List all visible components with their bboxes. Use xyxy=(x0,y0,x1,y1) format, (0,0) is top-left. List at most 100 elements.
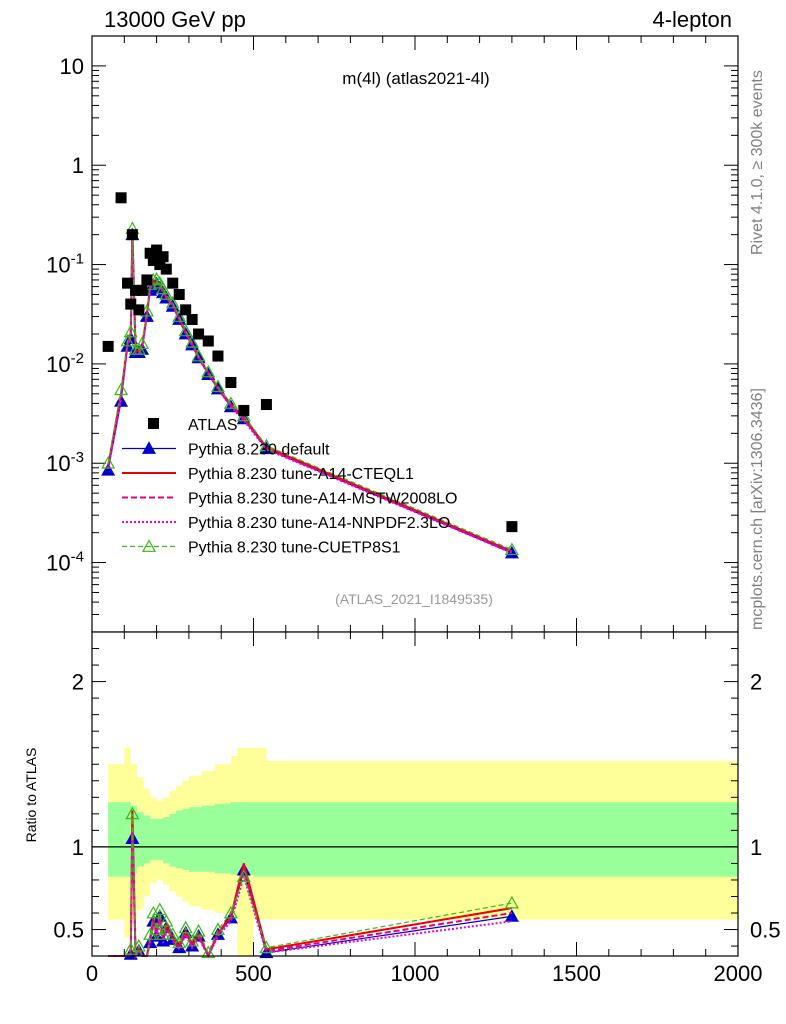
series-point-cuetp8s1 xyxy=(114,382,129,396)
legend-label: Pythia 8.230 tune-A14-CTEQL1 xyxy=(188,466,414,483)
series-point-cuetp8s1 xyxy=(504,542,519,556)
data-point xyxy=(122,277,134,289)
x-tick-label: 1000 xyxy=(391,961,440,986)
data-point xyxy=(506,521,518,533)
data-point xyxy=(125,298,137,310)
rivet-label: Rivet 4.1.0, ≥ 300k events xyxy=(749,70,766,255)
series-point-cuetp8s1 xyxy=(101,456,116,469)
series-point-cuetp8s1 xyxy=(201,364,216,378)
series-point-cuetp8s1 xyxy=(191,348,206,362)
header-right: 4-lepton xyxy=(652,7,732,32)
series-point-cuetp8s1 xyxy=(185,335,200,348)
series-point-cuetp8s1 xyxy=(135,336,150,350)
ratio-y-tick-label-right: 2 xyxy=(750,670,762,695)
ratio-point-cuetp8s1 xyxy=(223,905,238,919)
legend-marker-cuetp8s1 xyxy=(141,539,157,552)
legend-label: Pythia 8.230 tune-A14-NNPDF2.3LO xyxy=(188,515,450,532)
ratio-panel: 0.5 0.5 1 1 2 2 0 500 1000 1500 2000 xyxy=(53,631,781,986)
data-point xyxy=(126,229,138,241)
series-point-cuetp8s1 xyxy=(172,309,187,322)
ratio-y-label: Ratio to ATLAS xyxy=(23,748,39,843)
ratio-y-tick-label: 1 xyxy=(72,835,84,860)
series-point-cuetp8s1 xyxy=(259,438,274,452)
series-point-cuetp8s1 xyxy=(178,323,193,337)
legend-label: Pythia 8.230 tune-CUETP8S1 xyxy=(188,540,401,557)
legend-marker-atlas xyxy=(148,418,159,429)
data-point xyxy=(136,284,148,296)
analysis-id: (ATLAS_2021_I1849535) xyxy=(335,591,493,607)
data-point xyxy=(157,251,169,263)
data-point xyxy=(102,340,114,352)
x-tick-label: 2000 xyxy=(714,961,763,986)
ratio-y-tick-label-right: 1 xyxy=(750,835,762,860)
ratio-line-cuetp8s1 xyxy=(108,813,513,957)
series-point-cuetp8s1 xyxy=(223,396,238,409)
data-point xyxy=(180,304,192,316)
y-tick-label: 10-4 xyxy=(46,549,84,576)
legend: ATLAS Pythia 8.230 default Pythia 8.230 tu… xyxy=(122,417,457,557)
data-point xyxy=(154,259,166,271)
legend-label: Pythia 8.230 default xyxy=(188,442,330,459)
data-point xyxy=(144,247,156,259)
ratio-point-cuetp8s1 xyxy=(504,895,519,909)
header-left: 13000 GeV pp xyxy=(104,7,246,32)
series-point-cuetp8s1 xyxy=(165,295,180,309)
legend-marker-default xyxy=(141,441,157,454)
data-point xyxy=(193,328,205,340)
ratio-y-tick-label: 2 xyxy=(72,670,84,695)
ratio-point-cuetp8s1 xyxy=(156,927,171,940)
y-tick-label: 10 xyxy=(60,54,84,79)
ratio-point-cuetp8s1 xyxy=(159,914,174,927)
series-point-cuetp8s1 xyxy=(120,333,135,347)
ratio-point-cuetp8s1 xyxy=(152,902,167,916)
data-point xyxy=(147,254,159,266)
y-tick-label: 10-2 xyxy=(46,350,84,377)
ratio-point-cuetp8s1 xyxy=(131,938,146,952)
ratio-point-cuetp8s1 xyxy=(185,933,200,947)
ratio-point-cuetp8s1 xyxy=(210,922,225,935)
ratio-point-default xyxy=(504,909,519,922)
series-point-cuetp8s1 xyxy=(159,287,174,300)
main-panel: 10-4 10-3 10-2 10-1 1 10 xyxy=(46,35,739,633)
series-point-default xyxy=(504,545,519,559)
x-tick-label: 1500 xyxy=(552,961,601,986)
ratio-point-default xyxy=(156,933,171,947)
data-point xyxy=(167,277,179,289)
data-point xyxy=(260,399,272,411)
legend-label: ATLAS xyxy=(188,417,238,434)
ratio-point-cuetp8s1 xyxy=(191,923,206,937)
data-point xyxy=(160,263,172,275)
source-label: mcplots.cern.ch [arXiv:1306.3436] xyxy=(749,388,766,630)
data-point xyxy=(202,335,214,347)
uncertainty-band-inner xyxy=(108,802,738,877)
series-point-default xyxy=(101,463,116,476)
ratio-point-cuetp8s1 xyxy=(201,945,216,959)
data-point xyxy=(212,350,224,362)
x-tick-label: 0 xyxy=(86,961,98,986)
data-point xyxy=(115,192,127,204)
y-tick-label: 10-1 xyxy=(46,251,84,278)
legend-label: Pythia 8.230 tune-A14-MSTW2008LO xyxy=(188,491,457,508)
x-tick-label: 500 xyxy=(235,961,272,986)
data-point xyxy=(173,288,185,300)
data-point xyxy=(141,274,153,286)
ratio-point-cuetp8s1 xyxy=(259,940,274,954)
y-tick-label: 1 xyxy=(72,153,84,178)
ratio-frame xyxy=(91,631,739,957)
series-point-cuetp8s1 xyxy=(123,324,138,338)
ratio-point-cuetp8s1 xyxy=(125,806,140,820)
ratio-y-tick-label-right: 0.5 xyxy=(750,918,781,943)
series-point-cuetp8s1 xyxy=(210,379,225,393)
ratio-point-cuetp8s1 xyxy=(165,927,180,940)
data-point xyxy=(186,313,198,325)
ratio-point-cuetp8s1 xyxy=(236,869,251,883)
data-point xyxy=(238,404,250,416)
ratio-point-cuetp8s1 xyxy=(172,935,187,949)
data-point xyxy=(151,244,163,256)
data-point xyxy=(225,376,237,388)
ratio-point-cuetp8s1 xyxy=(149,922,164,935)
y-tick-label: 10-3 xyxy=(46,449,84,476)
plot-title: m(4l) (atlas2021-4l) xyxy=(342,69,489,88)
ratio-point-cuetp8s1 xyxy=(146,905,161,919)
